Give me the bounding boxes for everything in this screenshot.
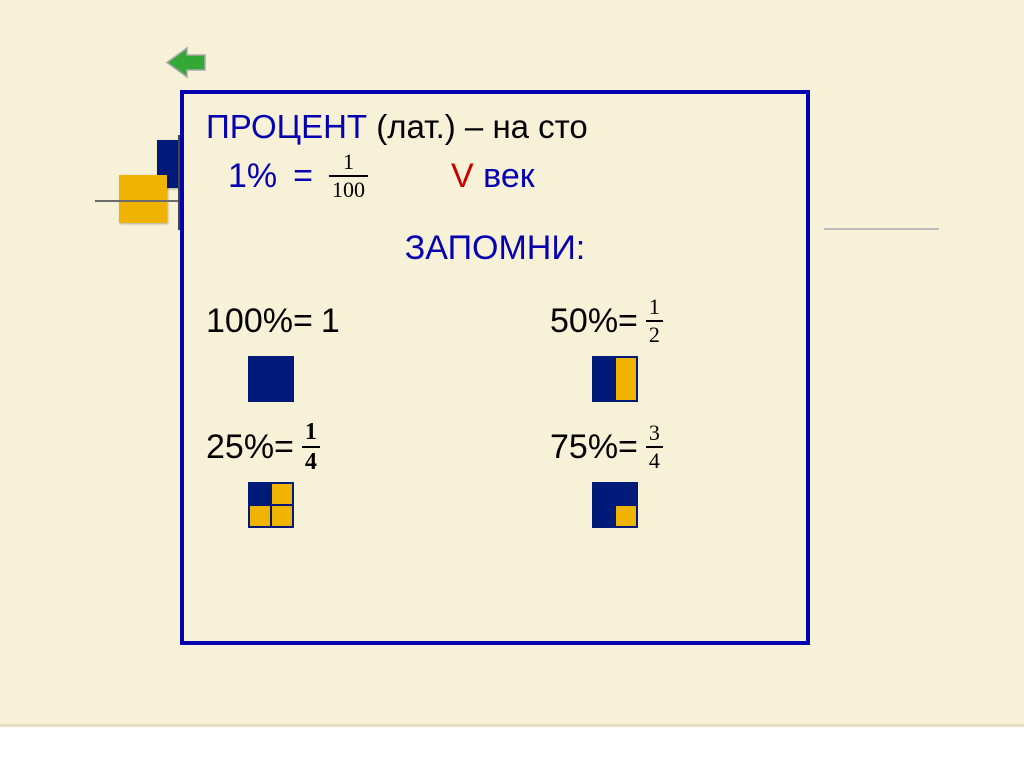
cell-25: 25%= 1 4 xyxy=(206,418,490,528)
fraction-num: 3 xyxy=(646,422,663,444)
century-label: V век xyxy=(451,157,535,196)
definition-lhs: 1% xyxy=(228,157,277,196)
cell-75: 75%= 3 4 xyxy=(500,418,784,528)
definition-card: ПРОЦЕНТ (лат.) – на сто 1% = 1 100 V век… xyxy=(180,90,810,645)
square-25-icon xyxy=(248,482,294,528)
remember-heading: ЗАПОМНИ: xyxy=(206,229,784,268)
fraction-num: 1 xyxy=(302,420,320,444)
back-arrow-icon xyxy=(165,45,207,80)
eq-50: 50%= 1 2 xyxy=(550,292,663,350)
fraction-num: 1 xyxy=(340,151,357,173)
fraction-1-2: 1 2 xyxy=(646,296,663,346)
fraction-1-4: 1 4 xyxy=(302,420,320,474)
fraction-den: 4 xyxy=(302,450,320,474)
eq-75: 75%= 3 4 xyxy=(550,418,663,476)
title-term: ПРОЦЕНТ xyxy=(206,108,367,145)
label-25: 25%= xyxy=(206,428,294,467)
label-75: 75%= xyxy=(550,428,638,467)
cell-100: 100%= 1 xyxy=(206,292,490,402)
label-50: 50%= xyxy=(550,302,638,341)
slide-bottom-margin xyxy=(0,727,1024,767)
fraction-den: 100 xyxy=(329,179,368,201)
fraction-bar xyxy=(302,446,320,448)
value-100: 1 xyxy=(321,302,340,341)
cell-50: 50%= 1 2 xyxy=(500,292,784,402)
decor-cube-gold xyxy=(119,175,167,223)
eq-25: 25%= 1 4 xyxy=(206,418,320,476)
fraction-1-100: 1 100 xyxy=(329,151,368,201)
fraction-num: 1 xyxy=(646,296,663,318)
text-placeholder-line xyxy=(824,228,939,230)
eq-100: 100%= 1 xyxy=(206,292,340,350)
fraction-den: 4 xyxy=(646,450,663,472)
square-75-icon xyxy=(592,482,638,528)
back-button[interactable] xyxy=(165,45,207,80)
square-100-icon xyxy=(248,356,294,402)
century-roman: V xyxy=(451,157,474,195)
century-tail: век xyxy=(474,157,535,195)
fraction-den: 2 xyxy=(646,324,663,346)
square-50-icon xyxy=(592,356,638,402)
slide: ПРОЦЕНТ (лат.) – на сто 1% = 1 100 V век… xyxy=(0,0,1024,767)
title-rest: (лат.) – на сто xyxy=(367,108,588,145)
examples-grid: 100%= 1 50%= 1 2 xyxy=(206,292,784,528)
title: ПРОЦЕНТ (лат.) – на сто xyxy=(206,106,784,147)
fraction-3-4: 3 4 xyxy=(646,422,663,472)
definition-equals: = xyxy=(293,157,313,196)
label-100: 100%= xyxy=(206,302,313,341)
definition-row: 1% = 1 100 V век xyxy=(206,151,784,201)
